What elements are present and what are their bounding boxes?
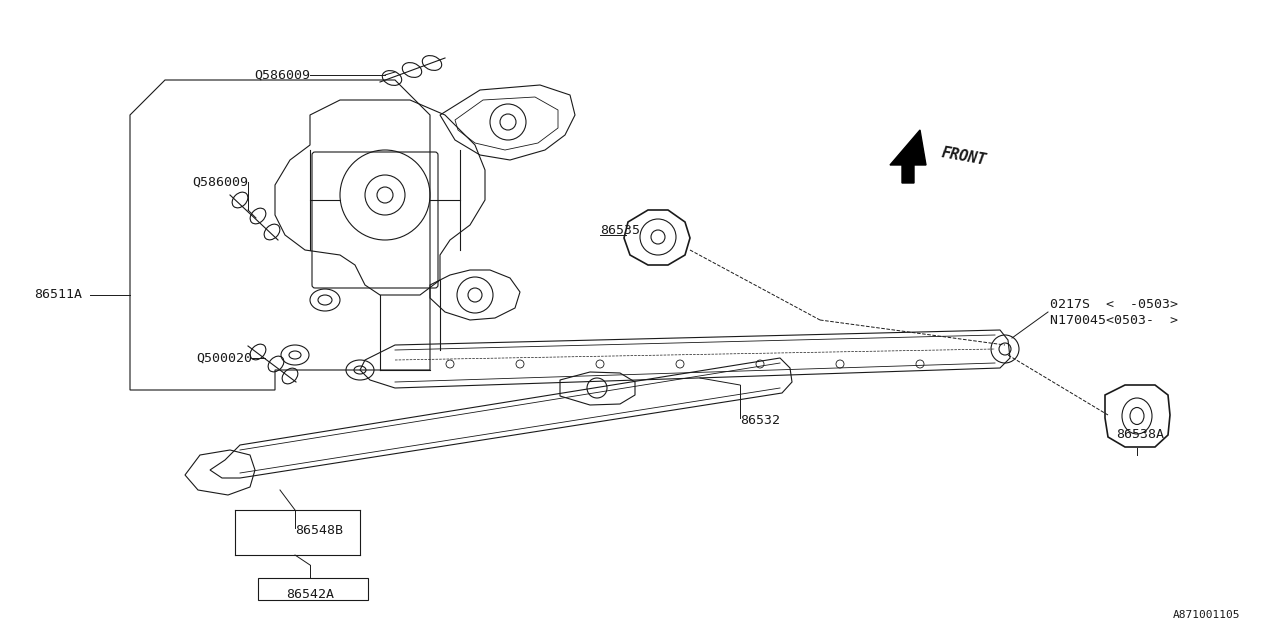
Text: 86548B: 86548B: [294, 524, 343, 536]
Text: 86535: 86535: [600, 223, 640, 237]
Text: 86511A: 86511A: [35, 289, 82, 301]
Bar: [259, 578, 369, 600]
Text: 86532: 86532: [740, 413, 780, 426]
Text: 86542A: 86542A: [285, 589, 334, 602]
Text: FRONT: FRONT: [940, 145, 988, 168]
Polygon shape: [890, 130, 925, 183]
Text: N170045<0503-  >: N170045<0503- >: [1050, 314, 1178, 326]
Text: Q586009: Q586009: [192, 175, 248, 189]
Text: 86538A: 86538A: [1116, 429, 1164, 442]
Text: Q500020: Q500020: [196, 351, 252, 365]
Text: A871001105: A871001105: [1172, 610, 1240, 620]
Text: Q586009: Q586009: [253, 68, 310, 81]
Text: 0217S  <  -0503>: 0217S < -0503>: [1050, 298, 1178, 312]
